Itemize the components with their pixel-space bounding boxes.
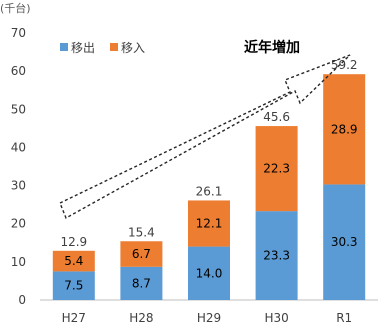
bar-value-label: 8.7 (132, 276, 151, 290)
bar-value-label: 5.4 (64, 254, 83, 268)
y-tick-label: 30 (11, 179, 26, 193)
y-tick-label: 50 (11, 102, 26, 116)
bar-value-label: 6.7 (132, 247, 151, 261)
x-tick-label: H29 (197, 311, 221, 325)
legend-label-export: 移出 (71, 41, 95, 55)
y-tick-label: 0 (18, 293, 26, 307)
bar-value-label: 7.5 (64, 279, 83, 293)
bar-import (323, 74, 366, 185)
legend-swatch-import (110, 43, 118, 51)
y-tick-label: 10 (11, 255, 26, 269)
trend-arrow (59, 54, 351, 219)
bar-export (188, 246, 230, 300)
bar-value-label: 14.0 (196, 266, 223, 280)
y-tick-label: 70 (11, 26, 26, 40)
y-tick-label: 60 (11, 64, 26, 78)
y-tick-label: 40 (11, 140, 26, 154)
bar-total-label: 12.9 (60, 235, 87, 249)
y-tick-label: 20 (11, 217, 26, 231)
bar-import (52, 250, 95, 272)
bar-export (120, 266, 163, 300)
bar-value-label: 23.3 (263, 249, 290, 263)
bar-export (323, 184, 366, 300)
bar-import (120, 241, 163, 267)
x-tick-label: H30 (264, 311, 288, 325)
bar-value-label: 12.1 (196, 217, 223, 231)
bar-value-label: 30.3 (331, 235, 358, 249)
x-tick-label: H27 (62, 311, 86, 325)
bar-export (255, 211, 298, 300)
x-tick-label: R1 (336, 311, 352, 325)
bar-import (255, 126, 298, 212)
x-tick-label: H28 (129, 311, 153, 325)
y-unit-label: (千台) (0, 1, 31, 15)
legend-label-import: 移入 (121, 41, 145, 55)
y-axis-ticks: 0 10 20 30 40 50 60 70 (11, 26, 26, 307)
bars: 7.5 5.4 12.9 8.7 6.7 15.4 14.0 12.1 26.1 23.3 22.3… (52, 58, 366, 300)
bar-import (188, 200, 230, 247)
bar-export (52, 271, 95, 300)
bar-total-label: 59.2 (331, 58, 358, 72)
bar-value-label: 22.3 (263, 162, 290, 176)
x-axis-ticks: H27 H28 H29 H30 R1 (62, 311, 353, 325)
bar-value-label: 28.9 (331, 122, 358, 136)
bar-total-label: 26.1 (196, 184, 223, 198)
legend: 移出 移入 (60, 41, 145, 55)
bar-total-label: 15.4 (128, 225, 155, 239)
legend-swatch-export (60, 43, 68, 51)
bar-total-label: 45.6 (263, 110, 290, 124)
annotation-text: 近年増加 (244, 39, 300, 56)
